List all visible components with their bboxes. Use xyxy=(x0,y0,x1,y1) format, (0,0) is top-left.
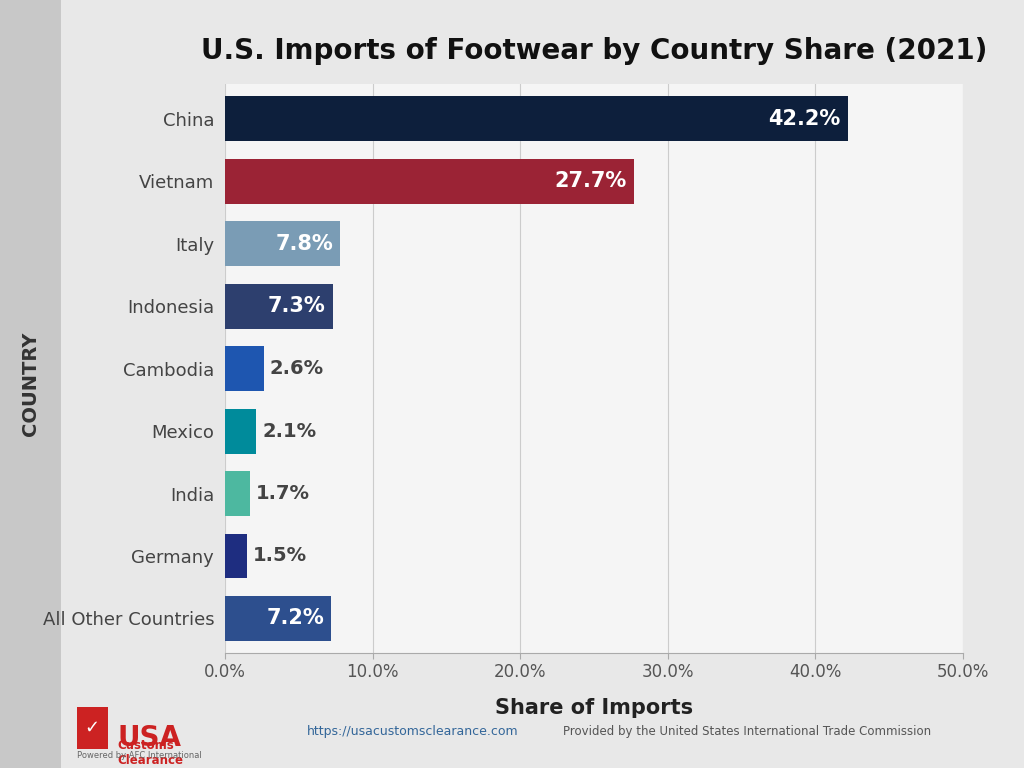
Bar xyxy=(225,596,332,641)
Text: USA: USA xyxy=(118,724,182,752)
Bar xyxy=(225,221,340,266)
Text: 2.1%: 2.1% xyxy=(262,422,316,441)
Bar xyxy=(225,159,634,204)
Text: Powered by AFC International: Powered by AFC International xyxy=(77,751,202,760)
Text: 1.7%: 1.7% xyxy=(256,484,310,503)
Text: 2.6%: 2.6% xyxy=(269,359,324,378)
Text: 7.2%: 7.2% xyxy=(266,608,324,628)
Bar xyxy=(225,409,256,454)
Bar xyxy=(225,283,333,329)
Text: Customs
Clearance: Customs Clearance xyxy=(118,739,183,766)
Title: U.S. Imports of Footwear by Country Share (2021): U.S. Imports of Footwear by Country Shar… xyxy=(201,38,987,65)
Text: ✓: ✓ xyxy=(85,719,99,737)
Text: 7.8%: 7.8% xyxy=(275,233,333,253)
Bar xyxy=(225,471,250,516)
Bar xyxy=(225,346,263,391)
Text: https://usacustomsclearance.com: https://usacustomsclearance.com xyxy=(307,725,519,737)
Bar xyxy=(225,96,848,141)
Text: 7.3%: 7.3% xyxy=(268,296,326,316)
Text: 42.2%: 42.2% xyxy=(768,109,840,129)
Text: 27.7%: 27.7% xyxy=(554,171,627,191)
Text: COUNTRY: COUNTRY xyxy=(22,332,40,436)
Text: Provided by the United States International Trade Commission: Provided by the United States Internatio… xyxy=(563,725,931,737)
X-axis label: Share of Imports: Share of Imports xyxy=(495,698,693,718)
Bar xyxy=(225,534,248,578)
Text: 1.5%: 1.5% xyxy=(253,547,307,565)
